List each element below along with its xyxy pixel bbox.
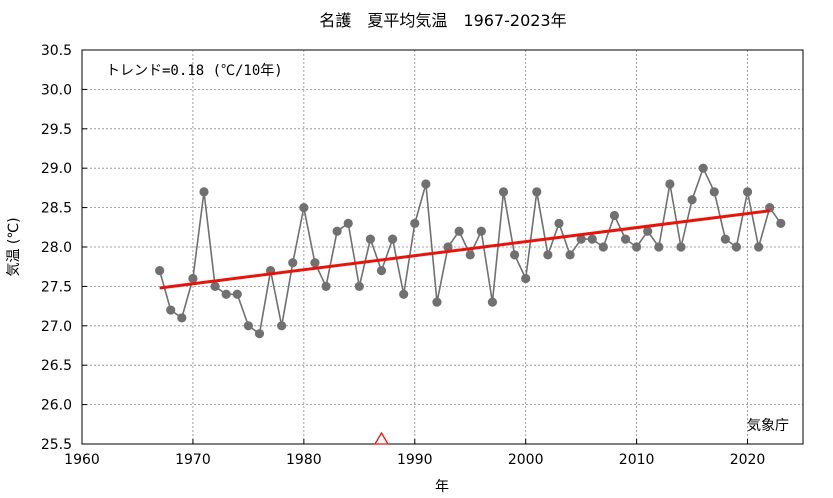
data-point — [576, 234, 586, 244]
data-point — [177, 313, 187, 323]
data-point — [376, 266, 387, 276]
y-tick-label: 30.0 — [41, 82, 72, 98]
data-point — [221, 289, 231, 299]
y-tick-label: 29.5 — [41, 122, 72, 138]
data-point — [421, 179, 431, 189]
y-tick-label: 27.0 — [41, 319, 72, 335]
data-point — [254, 329, 265, 339]
y-tick-label: 26.5 — [41, 358, 72, 374]
x-tick-label: 2020 — [730, 452, 766, 468]
data-point — [210, 281, 220, 291]
x-tick-label: 2000 — [508, 452, 544, 468]
data-point — [410, 218, 420, 228]
data-point — [543, 250, 553, 260]
y-tick-label: 30.5 — [41, 43, 72, 59]
source-label: 気象庁 — [747, 418, 789, 434]
data-point — [277, 321, 287, 331]
y-tick-label: 28.5 — [41, 201, 72, 217]
data-point — [465, 250, 475, 260]
plot-frame — [81, 49, 804, 445]
data-point — [166, 305, 176, 315]
data-point — [487, 297, 498, 307]
data-point — [742, 187, 753, 197]
data-point — [687, 195, 697, 205]
data-point — [609, 210, 620, 221]
data-point — [454, 226, 464, 236]
series-layer — [155, 163, 786, 339]
x-tick-label: 1990 — [397, 452, 433, 468]
data-point — [476, 226, 486, 236]
data-point — [199, 187, 209, 197]
data-point — [299, 203, 309, 213]
data-point — [632, 242, 642, 252]
data-point — [288, 258, 298, 268]
trend-label: トレンド=0.18 (℃/10年) — [106, 63, 283, 79]
data-point — [310, 258, 320, 268]
trend-line — [159, 209, 770, 290]
data-point — [565, 250, 575, 260]
x-axis-label: 年 — [435, 479, 449, 495]
y-tick-label: 27.5 — [41, 279, 72, 295]
data-point — [643, 226, 653, 236]
y-tick-label: 29.0 — [41, 161, 72, 177]
data-point — [620, 234, 631, 244]
data-point — [387, 234, 398, 244]
data-point — [676, 242, 686, 252]
y-tick-label: 26.0 — [41, 398, 72, 414]
data-point — [343, 218, 353, 228]
triangle-marker — [373, 431, 390, 445]
y-tick-label: 25.5 — [41, 437, 72, 453]
grid — [82, 50, 803, 444]
data-point — [665, 179, 675, 189]
data-point — [731, 242, 742, 252]
data-point — [509, 250, 520, 260]
data-point — [188, 273, 198, 284]
data-point — [443, 242, 453, 252]
x-tick-label: 1980 — [286, 452, 322, 468]
data-point — [654, 242, 664, 252]
data-point — [532, 187, 542, 197]
data-point — [432, 297, 442, 307]
data-point — [554, 218, 564, 228]
data-point — [521, 273, 531, 284]
data-point — [498, 187, 509, 197]
data-point — [354, 281, 364, 291]
chart-title: 名護 夏平均気温 1967-2023年 — [319, 11, 566, 30]
data-point — [720, 234, 730, 244]
data-point — [399, 289, 409, 299]
data-point — [598, 242, 608, 252]
data-point — [776, 218, 786, 228]
marker-layer — [373, 431, 390, 445]
data-point — [332, 226, 342, 236]
x-tick-label: 1960 — [64, 452, 100, 468]
y-axis-label: 気温 (℃) — [6, 217, 22, 276]
y-tick-label: 28.0 — [41, 240, 72, 256]
data-point — [232, 289, 242, 299]
data-point — [365, 234, 375, 244]
data-point — [321, 281, 331, 291]
data-point — [155, 266, 165, 276]
tick-labels: 1960 1970 1980 1990 2000 2010 2020 25.5 26.0 26.5… — [41, 43, 766, 468]
data-point — [698, 163, 708, 173]
data-point — [754, 242, 764, 252]
trend-layer — [159, 209, 770, 290]
data-point — [709, 187, 719, 197]
x-tick-label: 2010 — [619, 452, 655, 468]
data-point — [243, 321, 253, 331]
x-tick-label: 1970 — [175, 452, 211, 468]
data-point — [587, 234, 597, 244]
